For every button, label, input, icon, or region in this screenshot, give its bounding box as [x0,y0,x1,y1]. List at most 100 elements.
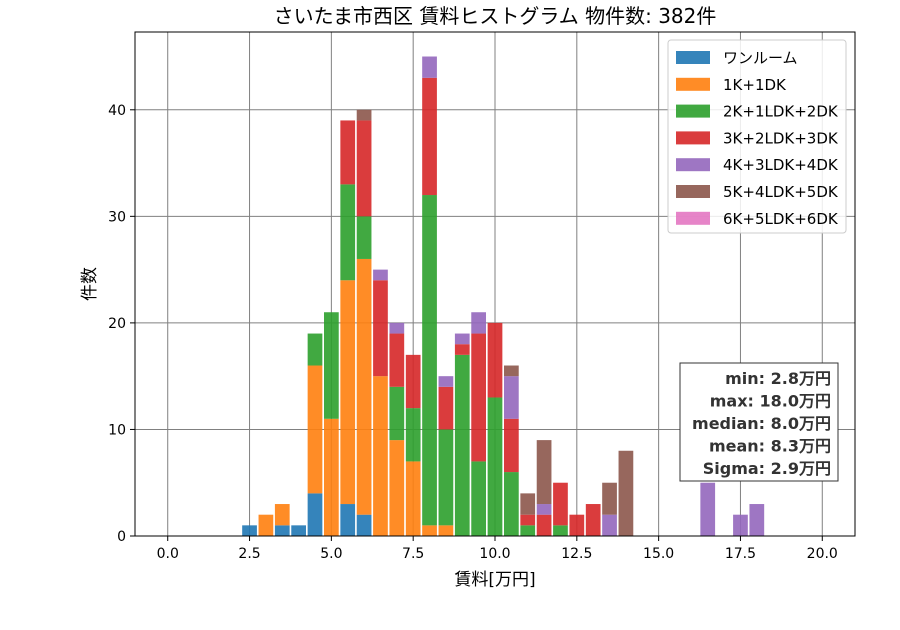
histogram-bar [504,418,519,473]
histogram-bar [274,525,290,536]
histogram-bar [356,216,372,259]
stats-line: mean: 8.3万円 [709,437,831,456]
histogram-bar [405,461,421,536]
y-tick-label: 0 [117,529,126,545]
histogram-bar [536,504,552,515]
y-tick-label: 10 [108,422,126,438]
histogram-bar [700,482,716,536]
histogram-bar [536,514,552,536]
histogram-bar [324,418,339,536]
histogram-bar [536,440,552,505]
x-tick-label: 15.0 [643,546,674,562]
histogram-bar [356,258,372,515]
histogram-bar [242,525,257,536]
legend-label: ワンルーム [723,49,798,67]
legend-label: 2K+1LDK+2DK [723,103,839,121]
y-tick-label: 30 [108,209,126,225]
histogram-bar [422,195,437,526]
histogram-bar [373,280,388,377]
histogram-bar [471,312,486,334]
histogram-bar [422,56,437,78]
histogram-bar [569,514,585,536]
histogram-bar [520,514,536,526]
histogram-bar [553,482,568,526]
legend-swatch [676,211,710,225]
legend-label: 1K+1DK [723,76,787,94]
histogram-bar [340,280,356,505]
histogram-bar [504,365,519,377]
stats-box: min: 2.8万円 max: 18.0万円 median: 8.0万円 mean: … [679,362,839,482]
histogram-bar [602,514,617,536]
legend-swatch [676,131,710,145]
histogram-bar [438,376,454,387]
axis-ticks: 0.0 2.5 5.0 7.5 10.0 12.5 15.0 17.5 20.0 0 10 20 30 4… [108,103,838,562]
legend-label: 6K+5LDK+6DK [723,210,839,228]
x-tick-label: 10.0 [479,546,510,562]
histogram-bar [307,365,323,494]
histogram-bar [438,525,454,536]
x-tick-label: 20.0 [807,546,838,562]
stats-line: max: 18.0万円 [710,392,831,411]
histogram-bar [454,354,470,536]
histogram-bar [307,493,323,536]
histogram-bar [340,184,356,281]
y-tick-label: 20 [108,316,126,332]
legend-swatch [676,104,710,118]
histogram-bar [487,397,503,536]
histogram-bar [274,504,290,526]
histogram-bar [356,109,372,121]
histogram-bar [422,525,437,536]
histogram-bar [454,344,470,355]
histogram-bar [356,120,372,217]
histogram-bar [307,333,323,366]
x-tick-label: 17.5 [725,546,756,562]
histogram-bar [356,514,372,536]
histogram-bar [585,504,601,536]
histogram-bar [291,525,306,536]
stats-line: min: 2.8万円 [725,369,831,388]
y-tick-label: 40 [108,103,126,119]
legend-label: 5K+4LDK+5DK [723,183,839,201]
histogram-bar [405,354,421,409]
histogram-bar [340,504,356,536]
histogram-bar [389,386,405,441]
histogram-bar [405,408,421,462]
x-tick-label: 2.5 [238,546,260,562]
histogram-bar [422,77,437,196]
histogram-bar [504,376,519,419]
legend-swatch [676,77,710,91]
bars [242,56,765,536]
histogram-bar [438,386,454,430]
histogram-bar [258,514,274,536]
histogram-bar [389,333,405,387]
histogram-bar [389,440,405,536]
legend-frame [667,39,847,234]
histogram-bar [749,504,765,536]
legend-label: 4K+3LDK+4DK [723,156,839,174]
legend-swatch [676,185,710,198]
histogram-bar [438,429,454,526]
stats-line: median: 8.0万円 [692,414,831,433]
legend-swatch [676,158,710,172]
histogram-bar [618,450,634,536]
histogram-bar [520,525,536,536]
x-tick-label: 7.5 [402,546,424,562]
legend-label: 3K+2LDK+3DK [723,129,839,147]
histogram-bar [454,333,470,345]
histogram-bar [733,514,748,536]
histogram-bar [553,525,568,536]
y-axis-label: 件数 [80,267,100,301]
x-axis-label: 賃料[万円] [454,570,535,590]
histogram-bar [487,322,503,398]
chart-title: さいたま市西区 賃料ヒストグラム 物件数: 382件 [274,4,717,28]
histogram-bar [373,376,388,536]
histogram-bar [520,493,536,515]
x-tick-label: 0.0 [157,546,179,562]
histogram-bar [602,482,617,515]
x-tick-label: 12.5 [561,546,592,562]
histogram-bar [373,269,388,281]
x-tick-label: 5.0 [320,546,342,562]
stats-line: Sigma: 2.9万円 [703,459,831,478]
